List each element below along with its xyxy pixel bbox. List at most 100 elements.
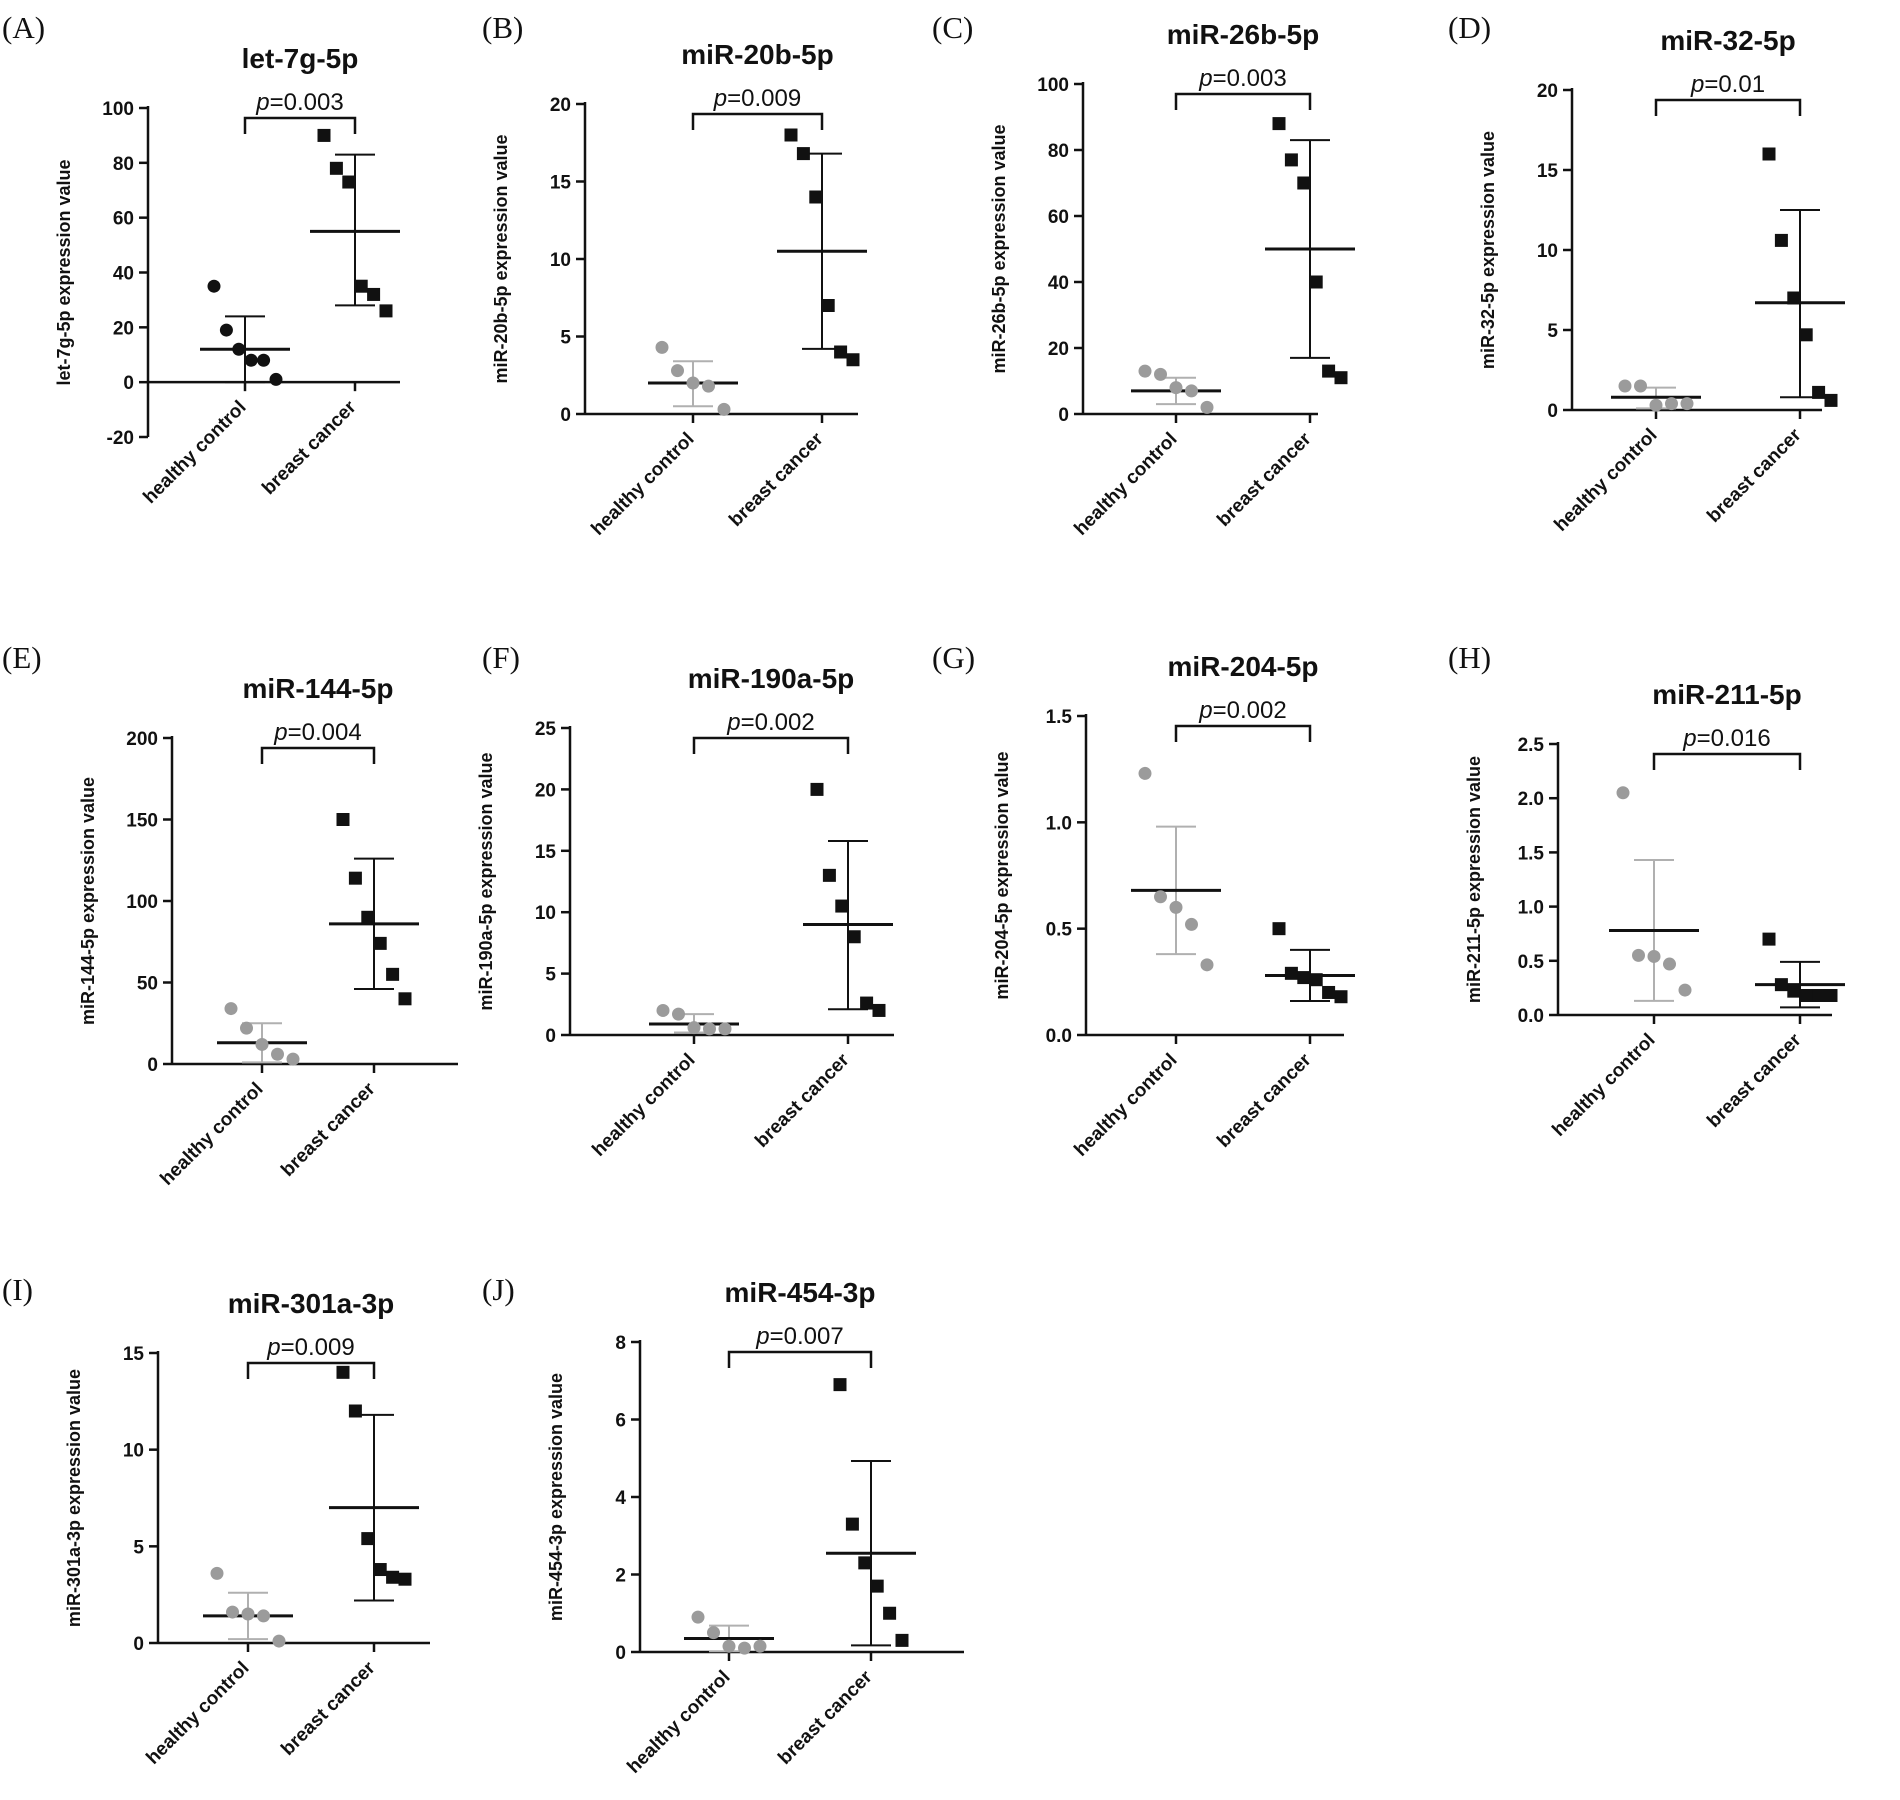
p-value-number: =0.009 [281, 1334, 355, 1361]
y-tick-label: 15 [535, 842, 557, 863]
data-point [1774, 233, 1788, 247]
x-tick-label: healthy control [156, 1079, 267, 1190]
p-value-number: =0.003 [270, 89, 344, 116]
p-value-symbol: p [273, 719, 287, 746]
y-tick-label: 60 [1048, 207, 1069, 228]
data-point [846, 353, 860, 367]
chart-panel-j: (J) miR-454-3p miR-454-3p expression value… [482, 1272, 964, 1778]
y-tick-label: 0 [123, 373, 134, 394]
data-point [336, 1365, 350, 1379]
chart-title: miR-20b-5p [681, 39, 833, 70]
data-point [210, 1566, 224, 1580]
significance-bracket [1652, 752, 1802, 770]
data-point [1678, 983, 1692, 997]
x-tick-label: breast cancer [774, 1666, 877, 1769]
data-point [224, 1002, 238, 1016]
data-point [1284, 966, 1298, 980]
data-point [1322, 364, 1336, 378]
y-tick-label: 0 [147, 1055, 158, 1076]
data-point [379, 304, 393, 318]
y-tick-label: 40 [113, 264, 134, 285]
x-tick-label: healthy control [1550, 425, 1661, 536]
data-point [1616, 786, 1630, 800]
data-point [336, 813, 350, 826]
p-value-symbol: p [755, 1323, 769, 1350]
p-value-label: p=0.016 [1682, 725, 1770, 752]
y-tick-label: 1.5 [1518, 843, 1545, 864]
p-value-symbol: p [726, 709, 740, 736]
data-point [835, 899, 849, 913]
data-point [342, 175, 356, 189]
y-axis-label: let-7g-5p expression value [54, 159, 74, 385]
y-tick-label: 80 [1048, 141, 1069, 162]
significance-bracket [260, 746, 376, 764]
significance-bracket [1174, 724, 1312, 742]
data-point [244, 353, 258, 367]
y-tick-label: 150 [126, 811, 158, 832]
data-point [872, 1003, 886, 1017]
data-point [858, 1556, 872, 1570]
chart-panel-d: (D) miR-32-5p miR-32-5p expression value 0 5… [1448, 10, 1845, 536]
data-point [1309, 275, 1323, 289]
data-point [1634, 379, 1647, 393]
p-value-symbol: p [255, 89, 269, 116]
panel-label: (B) [482, 10, 523, 45]
p-value-label: p=0.003 [1198, 65, 1286, 92]
y-tick-label: 20 [550, 95, 571, 116]
significance-bracket [1654, 98, 1802, 116]
data-point [718, 1022, 732, 1036]
y-axis-label: miR-204-5p expression value [992, 751, 1012, 999]
y-tick-label: 8 [615, 1333, 626, 1354]
y-tick-label: 100 [102, 99, 134, 120]
data-point [1322, 985, 1336, 999]
data-point [286, 1052, 300, 1066]
data-point [1272, 117, 1286, 131]
y-axis-label: miR-190a-5p expression value [476, 752, 496, 1010]
y-tick-label: 10 [123, 1441, 144, 1462]
data-point [1824, 988, 1838, 1002]
y-tick-label: 2.0 [1518, 789, 1544, 810]
data-point [240, 1021, 253, 1035]
data-point [753, 1639, 767, 1653]
y-tick-label: 15 [123, 1344, 145, 1365]
data-point [1680, 397, 1694, 411]
chart-panel-e: (E) miR-144-5p miR-144-5p expression value… [2, 640, 458, 1190]
p-value-symbol: p [1198, 65, 1212, 92]
p-value-symbol: p [713, 85, 727, 112]
x-tick-label: breast cancer [277, 1657, 380, 1760]
data-point [738, 1641, 751, 1655]
data-point [367, 287, 381, 301]
data-point [1812, 385, 1826, 399]
data-point [1334, 371, 1348, 385]
data-point [373, 936, 387, 950]
p-value-number: =0.003 [1213, 65, 1287, 92]
data-point [722, 1639, 736, 1653]
significance-bracket [727, 1350, 873, 1368]
chart-panel-f: (F) miR-190a-5p miR-190a-5p expression val… [476, 640, 894, 1161]
data-point [1824, 393, 1838, 407]
y-axis-label: miR-32-5p expression value [1478, 131, 1498, 369]
data-point [241, 1607, 255, 1621]
data-point [860, 996, 874, 1010]
x-tick-label: healthy control [1070, 429, 1181, 540]
y-tick-label: 1.5 [1046, 707, 1073, 728]
chart-title: miR-454-3p [725, 1277, 876, 1308]
data-point [257, 353, 271, 367]
p-value-label: p=0.007 [755, 1323, 843, 1350]
data-point [1138, 364, 1152, 378]
chart-title: let-7g-5p [242, 43, 359, 74]
chart-panel-h: (H) miR-211-5p miR-211-5p expression value… [1448, 640, 1845, 1141]
y-tick-label: 60 [113, 209, 134, 230]
data-point [895, 1633, 909, 1647]
chart-title: miR-211-5p [1652, 679, 1801, 710]
data-point [232, 342, 246, 356]
data-point [847, 930, 861, 944]
x-tick-label: breast cancer [1213, 428, 1316, 531]
significance-bracket [246, 1361, 376, 1379]
y-tick-label: 1.0 [1518, 898, 1544, 919]
data-point [361, 910, 375, 924]
data-point [821, 299, 835, 312]
data-point [1799, 328, 1813, 342]
chart-title: miR-301a-3p [228, 1288, 395, 1319]
data-point [702, 379, 715, 393]
